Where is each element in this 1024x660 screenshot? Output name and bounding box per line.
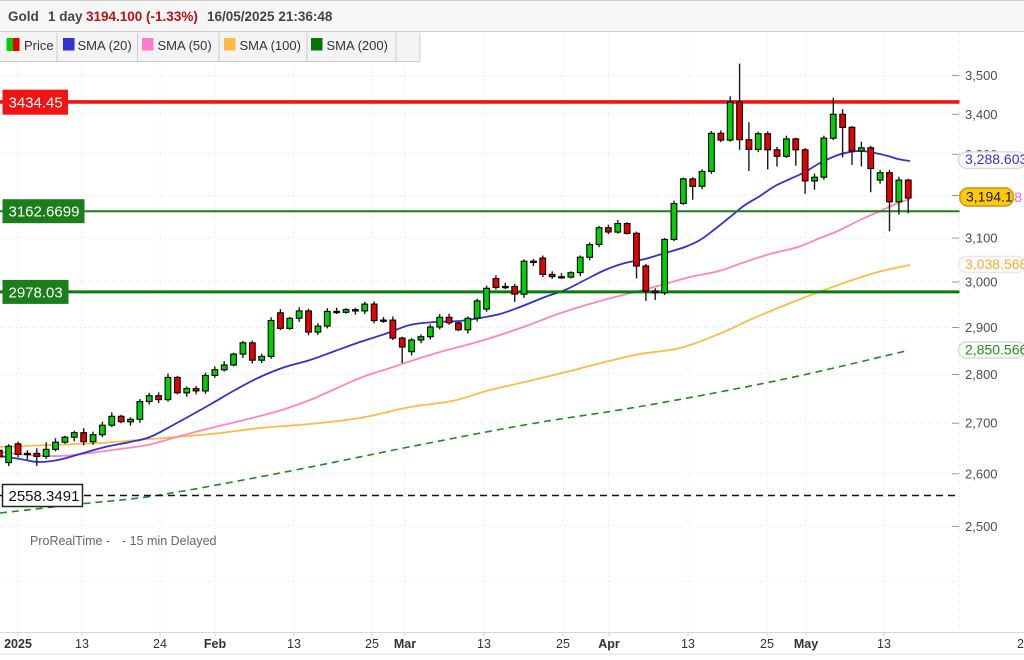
svg-text:- 15 min Delayed: - 15 min Delayed: [122, 534, 217, 548]
svg-text:26: 26: [1017, 637, 1024, 651]
svg-text:13: 13: [477, 637, 491, 651]
svg-text:3,000: 3,000: [965, 275, 998, 290]
svg-text:SMA (50): SMA (50): [158, 38, 212, 53]
svg-text:25: 25: [365, 637, 379, 651]
svg-text:SMA (200): SMA (200): [327, 38, 388, 53]
svg-text:25: 25: [760, 637, 774, 651]
svg-text:3,400: 3,400: [965, 107, 998, 122]
svg-text:13: 13: [287, 637, 301, 651]
svg-text:2978.03: 2978.03: [9, 284, 63, 301]
svg-text:3,288.603: 3,288.603: [965, 151, 1024, 167]
svg-text:Feb: Feb: [204, 637, 227, 651]
svg-text:2025: 2025: [4, 637, 32, 651]
svg-text:2,700: 2,700: [965, 416, 998, 431]
svg-text:2,600: 2,600: [965, 466, 998, 481]
svg-text:2,500: 2,500: [965, 519, 998, 534]
svg-text:13: 13: [75, 637, 89, 651]
svg-text:2558.3491: 2558.3491: [9, 488, 80, 505]
svg-text:13: 13: [681, 637, 695, 651]
svg-text:1 day: 1 day: [48, 9, 83, 24]
svg-text:2,850.566: 2,850.566: [965, 342, 1024, 358]
svg-text:May: May: [794, 637, 818, 651]
svg-text:Price: Price: [24, 38, 54, 53]
svg-text:Apr: Apr: [598, 637, 620, 651]
svg-text:3,194.1: 3,194.1: [966, 189, 1013, 205]
svg-text:13: 13: [877, 637, 891, 651]
svg-text:Mar: Mar: [394, 637, 416, 651]
svg-text:SMA (20): SMA (20): [78, 38, 132, 53]
svg-text:3,500: 3,500: [965, 68, 998, 83]
svg-text:2,800: 2,800: [965, 367, 998, 382]
svg-text:16/05/2025 21:36:48: 16/05/2025 21:36:48: [207, 9, 333, 24]
svg-text:25: 25: [556, 637, 570, 651]
svg-text:3,100: 3,100: [965, 231, 998, 246]
svg-text:SMA (100): SMA (100): [240, 38, 301, 53]
svg-text:Gold: Gold: [8, 9, 39, 24]
svg-text:3,038.568: 3,038.568: [965, 256, 1024, 272]
svg-text:3194.100 (-1.33%): 3194.100 (-1.33%): [86, 9, 198, 24]
svg-text:3434.45: 3434.45: [9, 95, 63, 112]
svg-text:2,900: 2,900: [965, 320, 998, 335]
svg-text:3162.6699: 3162.6699: [9, 204, 80, 221]
svg-text:24: 24: [153, 637, 167, 651]
svg-text:ProRealTime -: ProRealTime -: [30, 534, 110, 548]
